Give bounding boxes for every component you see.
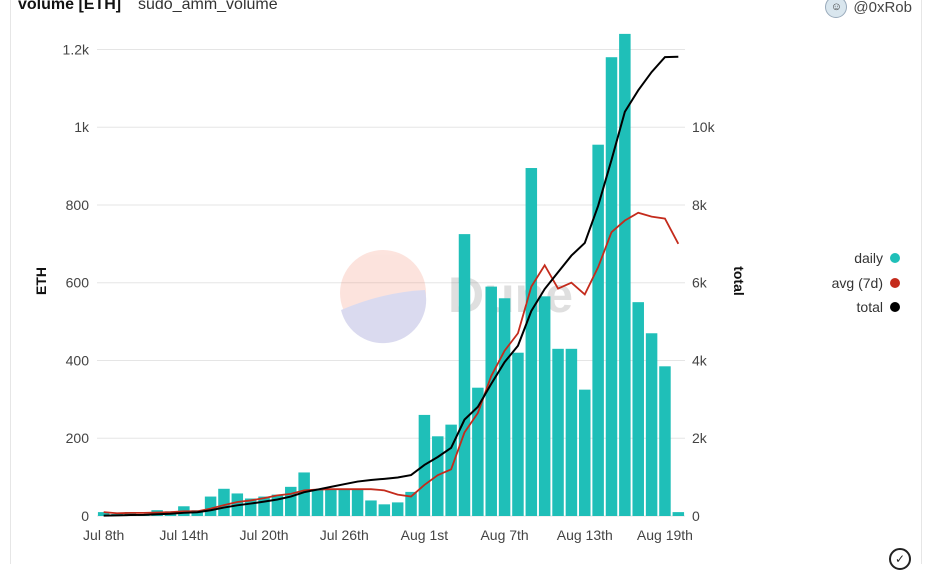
daily-bar <box>258 496 270 516</box>
x-tick-label: Aug 7th <box>480 527 528 543</box>
daily-bar <box>391 502 404 516</box>
x-axis-ticks: Jul 8th Jul 14th Jul 20th Jul 26th Aug 1st Au… <box>83 527 693 543</box>
daily-bar <box>485 286 497 516</box>
y-tick-label: 0 <box>81 508 89 524</box>
y2-tick-label: 2k <box>692 430 708 446</box>
daily-bar <box>285 486 297 516</box>
x-tick-label: Aug 13th <box>557 527 613 543</box>
y2-tick-label: 6k <box>692 275 708 291</box>
daily-bar <box>218 488 230 516</box>
daily-bar <box>244 498 257 516</box>
watermark-logo-top <box>340 250 426 336</box>
y2-axis-label: total <box>731 266 747 296</box>
daily-bar <box>592 144 604 517</box>
daily-bar <box>378 504 391 516</box>
series-lines <box>103 55 680 517</box>
legend-item-total[interactable]: total <box>790 295 900 320</box>
chart-title: volume [ETH] <box>18 0 122 13</box>
daily-bar <box>338 489 350 516</box>
daily-bar <box>97 512 110 516</box>
daily-bar <box>351 489 364 516</box>
daily-bar <box>498 298 511 516</box>
y2-tick-label: 8k <box>692 197 708 213</box>
author-link[interactable]: ☺ @0xRob <box>825 0 912 18</box>
right-axis-ticks: 0 2k 4k 6k 8k 10k <box>692 119 716 524</box>
x-tick-label: Jul 20th <box>240 527 289 543</box>
daily-bar <box>365 500 377 516</box>
daily-bar <box>672 512 685 516</box>
watermark-logo-bottom <box>341 290 427 344</box>
x-tick-label: Jul 14th <box>159 527 208 543</box>
daily-bar <box>645 333 658 516</box>
x-tick-label: Aug 19th <box>637 527 693 543</box>
y-tick-label: 400 <box>66 352 90 368</box>
daily-bar <box>311 489 324 516</box>
author-name: @0xRob <box>853 0 912 16</box>
daily-bar <box>204 496 217 516</box>
daily-bar <box>605 57 618 516</box>
y-tick-label: 600 <box>66 275 90 291</box>
daily-bar <box>619 33 631 516</box>
daily-bar <box>472 387 484 516</box>
daily-bar <box>405 491 417 516</box>
y-tick-label: 800 <box>66 197 90 213</box>
legend-item-avg[interactable]: avg (7d) <box>790 271 900 296</box>
daily-bar <box>325 488 337 516</box>
daily-bar <box>579 389 591 516</box>
grid-lines <box>97 48 685 517</box>
daily-bar <box>659 366 671 516</box>
x-tick-label: Jul 8th <box>83 527 124 543</box>
x-tick-label: Aug 1st <box>401 527 449 543</box>
y-tick-label: 200 <box>66 430 90 446</box>
legend-label-total: total <box>856 299 883 316</box>
legend-dot-total <box>890 302 900 313</box>
daily-bar <box>271 494 284 516</box>
daily-bar <box>538 296 551 516</box>
y2-tick-label: 0 <box>692 508 700 524</box>
daily-bar <box>632 302 644 516</box>
daily-bar <box>552 348 564 516</box>
daily-bar <box>458 234 471 516</box>
left-axis-ticks: 0 200 400 600 800 1k 1.2k <box>63 41 90 524</box>
y-tick-label: 1k <box>74 119 90 135</box>
avg-7d-line <box>103 211 680 515</box>
chart-subtitle: sudo_amm_volume <box>138 0 278 13</box>
y-tick-label: 1.2k <box>63 41 90 57</box>
chart-card <box>10 0 922 564</box>
daily-bar <box>298 472 310 516</box>
total-line <box>103 55 679 517</box>
x-tick-label: Jul 26th <box>320 527 369 543</box>
legend-dot-avg <box>890 277 900 288</box>
y2-tick-label: 10k <box>692 119 716 135</box>
dune-watermark: Dune <box>340 250 573 344</box>
daily-bar <box>565 348 578 516</box>
legend-label-avg: avg (7d) <box>831 274 883 291</box>
y-axis-label: ETH <box>33 267 49 295</box>
legend-item-daily[interactable]: daily <box>790 246 900 271</box>
chart-legend: daily avg (7d) total <box>790 246 900 320</box>
legend-dot-daily <box>890 253 900 264</box>
daily-bar <box>512 352 524 516</box>
y2-tick-label: 4k <box>692 352 708 368</box>
check-circle-icon[interactable]: ✓ <box>889 548 911 570</box>
daily-bar <box>525 168 538 517</box>
legend-label-daily: daily <box>854 250 883 267</box>
